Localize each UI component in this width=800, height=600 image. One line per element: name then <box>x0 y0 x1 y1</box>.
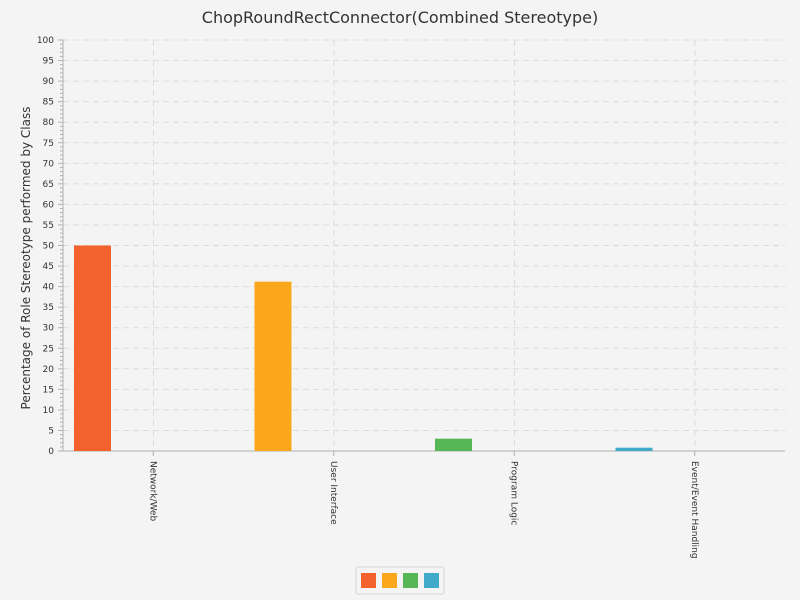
legend-swatch[interactable] <box>403 573 418 588</box>
grid-lines <box>63 39 785 451</box>
y-tick-label: 40 <box>43 283 55 293</box>
y-tick-label: 25 <box>43 344 54 354</box>
y-tick-label: 90 <box>43 77 55 87</box>
y-tick-label: 50 <box>43 242 55 252</box>
legend-swatch[interactable] <box>361 573 376 588</box>
x-axis-ticks: Network/Web User Interface Program Logic Ev… <box>147 451 699 559</box>
bar-event-event-handling[interactable] <box>615 447 653 451</box>
legend <box>355 566 445 595</box>
legend-box <box>355 566 445 595</box>
legend-swatch[interactable] <box>424 573 439 588</box>
y-tick-label: 85 <box>43 98 54 108</box>
axes: 0 5 10 15 20 25 30 35 40 45 50 55 60 65 70 75 80 85 90 95 10… <box>37 36 785 457</box>
y-tick-label: 100 <box>37 36 54 46</box>
y-tick-label: 0 <box>48 447 54 457</box>
chart-title: ChopRoundRectConnector(Combined Stereoty… <box>202 8 598 27</box>
x-tick-label: Program Logic <box>508 461 518 525</box>
x-tick-label: Network/Web <box>147 461 157 522</box>
y-tick-label: 55 <box>43 221 54 231</box>
legend-swatch[interactable] <box>382 573 397 588</box>
y-tick-label: 75 <box>43 139 54 149</box>
y-tick-label: 35 <box>43 303 54 313</box>
y-tick-label: 15 <box>43 385 54 395</box>
y-tick-label: 30 <box>43 324 55 334</box>
y-tick-label: 10 <box>43 406 55 416</box>
y-tick-label: 80 <box>43 118 55 128</box>
x-tick-label: User Interface <box>328 461 338 525</box>
bar-program-logic[interactable] <box>435 438 472 451</box>
y-axis-label: Percentage of Role Stereotype performed … <box>19 107 33 410</box>
bar-user-interface[interactable] <box>254 281 292 451</box>
y-tick-label: 60 <box>43 200 55 210</box>
bars <box>74 245 653 452</box>
bar-network-web[interactable] <box>74 245 111 452</box>
y-tick-label: 20 <box>43 365 55 375</box>
y-tick-label: 65 <box>43 180 54 190</box>
y-tick-label: 5 <box>48 426 54 436</box>
y-tick-label: 70 <box>43 159 55 169</box>
x-tick-label: Event/Event Handling <box>689 461 699 559</box>
y-tick-label: 45 <box>43 262 54 272</box>
y-tick-label: 95 <box>43 57 54 67</box>
